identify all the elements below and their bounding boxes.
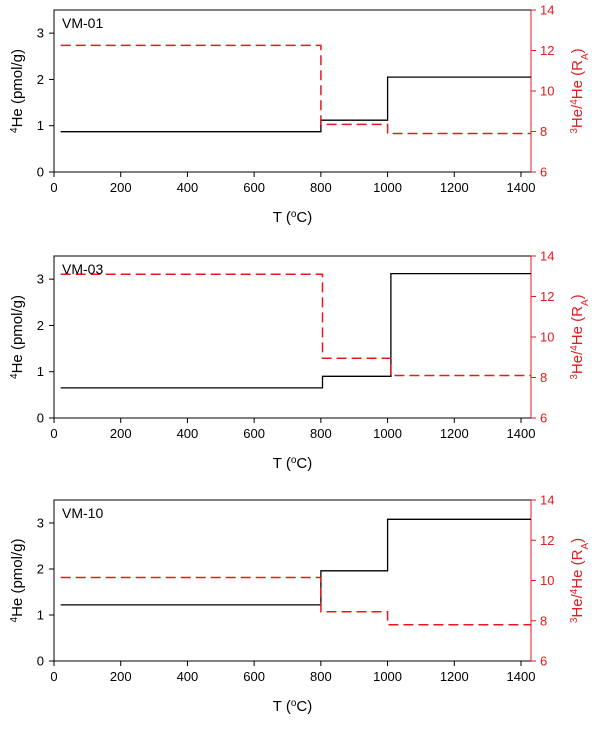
- x-tick-label: 1400: [507, 180, 536, 195]
- x-tick-label: 400: [177, 669, 199, 684]
- y-right-tick-label: 10: [540, 84, 554, 99]
- y-right-tick-label: 14: [540, 3, 554, 18]
- x-tick-label: 1400: [507, 669, 536, 684]
- y-right-tick-label: 8: [540, 124, 547, 139]
- ratio-step-series: [60, 44, 531, 135]
- y-left-axis-title: 4He (pmol/g): [9, 49, 27, 133]
- plot-frame: [53, 499, 532, 662]
- y-right-tick-label: 14: [540, 249, 554, 264]
- y-right-tick-label: 6: [540, 654, 547, 669]
- he4-step-series: [60, 272, 531, 389]
- y-right-axis-title: 3He/4He (RA): [569, 538, 591, 623]
- chart-panel: 0 200 400 600 800 1000 1200 1400012368101214VM-…: [9, 3, 591, 227]
- plot-frame: [53, 9, 532, 173]
- y-left-tick-label: 1: [37, 608, 44, 623]
- x-tick-label: 400: [177, 426, 199, 441]
- chart-panel: 0 200 400 600 800 1000 1200 1400012368101214VM-…: [9, 249, 591, 473]
- y-left-tick-label: 0: [37, 165, 44, 180]
- y-right-axis-title: 3He/4He (RA): [569, 294, 591, 379]
- y-left-tick-label: 3: [37, 26, 44, 41]
- x-tick-label: 800: [310, 180, 332, 195]
- x-tick-label: 1000: [373, 180, 402, 195]
- y-left-tick-label: 2: [37, 318, 44, 333]
- y-right-axis-title: 3He/4He (RA): [569, 48, 591, 133]
- x-axis-title: T (oC): [273, 455, 312, 473]
- he4-step-series: [60, 518, 531, 606]
- y-left-tick-label: 0: [37, 411, 44, 426]
- x-tick-label: 600: [243, 426, 265, 441]
- y-right-tick-label: 6: [540, 165, 547, 180]
- plot-frame: [53, 255, 532, 419]
- y-right-tick-label: 14: [540, 493, 554, 508]
- y-right-tick-label: 10: [540, 330, 554, 345]
- chart-panel: 0 200 400 600 800 1000 1200 1400012368101214VM-…: [9, 493, 591, 716]
- x-tick-label: 0: [50, 426, 57, 441]
- y-right-tick-label: 10: [540, 573, 554, 588]
- y-left-tick-label: 3: [37, 272, 44, 287]
- x-tick-label: 1200: [440, 180, 469, 195]
- y-right-tick-label: 6: [540, 411, 547, 426]
- y-left-tick-label: 2: [37, 72, 44, 87]
- x-tick-label: 200: [110, 180, 132, 195]
- y-right-tick-label: 8: [540, 370, 547, 385]
- x-tick-label: 1200: [440, 426, 469, 441]
- x-tick-label: 400: [177, 180, 199, 195]
- y-left-tick-label: 1: [37, 364, 44, 379]
- y-right-tick-label: 12: [540, 289, 554, 304]
- x-tick-label: 1000: [373, 426, 402, 441]
- x-tick-label: 200: [110, 426, 132, 441]
- x-tick-label: 1200: [440, 669, 469, 684]
- y-left-axis-title: 4He (pmol/g): [9, 295, 27, 379]
- y-left-tick-label: 3: [37, 516, 44, 531]
- y-left-tick-label: 0: [37, 654, 44, 669]
- panel-label: VM-10: [62, 505, 103, 521]
- x-axis-title: T (oC): [273, 698, 312, 716]
- x-tick-label: 1400: [507, 426, 536, 441]
- ratio-step-series: [60, 576, 531, 626]
- x-tick-label: 800: [310, 426, 332, 441]
- x-tick-label: 0: [50, 180, 57, 195]
- y-right-tick-label: 12: [540, 43, 554, 58]
- y-right-tick-label: 8: [540, 613, 547, 628]
- y-right-tick-label: 12: [540, 533, 554, 548]
- x-tick-label: 1000: [373, 669, 402, 684]
- x-tick-label: 600: [243, 669, 265, 684]
- x-tick-label: 600: [243, 180, 265, 195]
- y-left-tick-label: 2: [37, 562, 44, 577]
- he4-step-series: [60, 76, 531, 133]
- x-tick-label: 800: [310, 669, 332, 684]
- panel-label: VM-03: [62, 261, 103, 277]
- x-tick-label: 200: [110, 669, 132, 684]
- x-tick-label: 0: [50, 669, 57, 684]
- y-left-axis-title: 4He (pmol/g): [9, 539, 27, 623]
- ratio-step-series: [60, 273, 531, 377]
- x-axis-title: T (oC): [273, 209, 312, 227]
- y-left-tick-label: 1: [37, 118, 44, 133]
- panel-label: VM-01: [62, 15, 103, 31]
